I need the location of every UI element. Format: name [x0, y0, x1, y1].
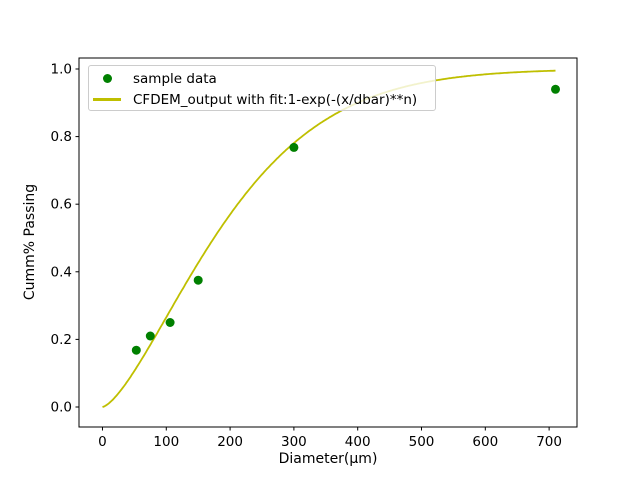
data-point: [165, 318, 175, 327]
x-tick-label: 100: [153, 434, 179, 450]
y-axis-label: Cumm% Passing: [22, 183, 38, 301]
y-tick-label: 0.6: [51, 197, 72, 213]
x-tick-label: 500: [409, 434, 435, 450]
data-point: [289, 142, 299, 152]
plot-border: [78, 57, 578, 428]
y-tick-label: 0.4: [51, 264, 72, 280]
x-tick-label: 400: [345, 434, 371, 450]
legend-item-sample-data: sample data: [93, 68, 429, 89]
data-point: [193, 275, 203, 285]
x-tick-label: 200: [217, 434, 243, 450]
x-tick-label: 700: [536, 434, 562, 450]
x-tick-label: 600: [472, 434, 498, 450]
y-tick-label: 0.8: [51, 129, 72, 145]
line-sample-icon: [93, 98, 121, 101]
data-point: [131, 345, 141, 355]
y-tick-label: 0.2: [51, 332, 72, 348]
fit-curve: [102, 69, 556, 408]
legend-label: sample data: [133, 70, 217, 87]
legend-handle: [93, 74, 121, 83]
legend-label: CFDEM_output with fit:1-exp(-(x/dbar)**n…: [133, 91, 418, 108]
x-tick-label: 0: [98, 434, 107, 450]
data-point: [551, 84, 560, 94]
data-point: [145, 331, 155, 341]
x-axis-label: Diameter(μm): [278, 451, 378, 467]
legend-item-cfdem-fit: CFDEM_output with fit:1-exp(-(x/dbar)**n…: [93, 89, 429, 110]
scatter-marker-icon: [102, 74, 112, 83]
y-tick-label: 1.0: [51, 61, 72, 77]
legend: sample data CFDEM_output with fit:1-exp(…: [88, 65, 436, 111]
x-tick-label: 300: [281, 434, 307, 450]
legend-handle: [93, 98, 121, 101]
y-tick-label: 0.0: [51, 399, 72, 415]
